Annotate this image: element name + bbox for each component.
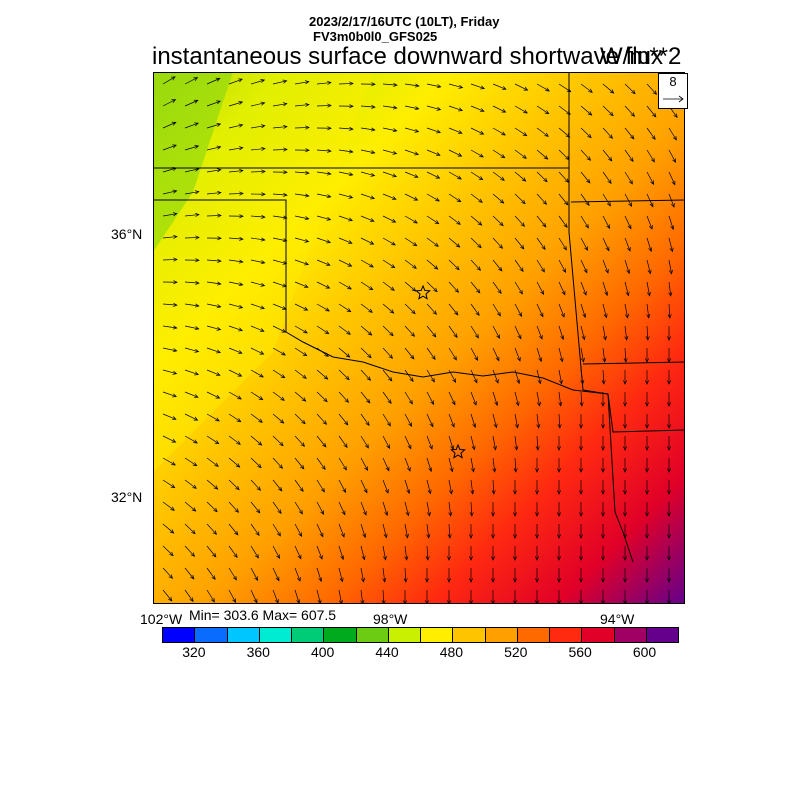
state-borders xyxy=(153,72,685,563)
lon-label-98w: 98°W xyxy=(373,611,408,627)
lon-label-94w: 94°W xyxy=(600,611,635,627)
flux-low-region xyxy=(153,72,233,252)
colorbar-tick-label: 360 xyxy=(246,644,270,660)
lon-label-102w: 102°W xyxy=(140,611,183,627)
colorbar-swatch xyxy=(549,628,582,642)
colorbar xyxy=(162,627,679,643)
colorbar-swatch xyxy=(516,628,549,642)
colorbar-swatch xyxy=(645,628,678,642)
colorbar-swatch xyxy=(387,628,420,642)
model-line: FV3m0b0l0_GFS025 xyxy=(313,29,438,44)
reference-vector-box: 8 xyxy=(658,73,688,109)
flux-field xyxy=(153,72,685,604)
map-plot xyxy=(153,72,685,604)
colorbar-swatch xyxy=(452,628,485,642)
colorbar-tick-label: 560 xyxy=(568,644,592,660)
date-line: 2023/2/17/16UTC (10LT), Friday xyxy=(309,14,500,29)
colorbar-tick-label: 440 xyxy=(375,644,399,660)
colorbar-swatch xyxy=(291,628,324,642)
star-marker-icon xyxy=(450,443,466,459)
lat-label-36n: 36°N xyxy=(111,226,143,242)
colorbar-swatch xyxy=(323,628,356,642)
colorbar-tick-label: 520 xyxy=(504,644,528,660)
colorbar-tick-label: 480 xyxy=(439,644,464,660)
colorbar-swatch xyxy=(613,628,646,642)
colorbar-tick-label: 400 xyxy=(310,644,335,660)
colorbar-tick-label: 320 xyxy=(182,644,206,660)
colorbar-swatch xyxy=(226,628,259,642)
colorbar-swatch xyxy=(420,628,453,642)
wind-vectors xyxy=(162,76,679,604)
colorbar-swatch xyxy=(194,628,227,642)
page-title: instantaneous surface downward shortwave… xyxy=(152,43,663,70)
colorbar-labels: 320 360 400 440 480 520 560 600 xyxy=(162,644,679,662)
colorbar-swatch xyxy=(355,628,388,642)
lat-label-32n: 32°N xyxy=(111,489,143,505)
units-label: W/m**2 xyxy=(600,43,682,70)
colorbar-swatch xyxy=(581,628,614,642)
reference-vector-value: 8 xyxy=(669,74,677,89)
reference-arrow-icon xyxy=(663,95,684,103)
star-marker-icon xyxy=(415,284,431,300)
map-frame xyxy=(153,72,685,604)
colorbar-swatch xyxy=(163,628,195,642)
colorbar-swatch xyxy=(258,628,291,642)
colorbar-tick-label: 600 xyxy=(632,644,657,660)
map-markers xyxy=(415,284,466,459)
min-max-stats: Min= 303.6 Max= 607.5 xyxy=(189,607,337,623)
colorbar-swatch xyxy=(484,628,517,642)
